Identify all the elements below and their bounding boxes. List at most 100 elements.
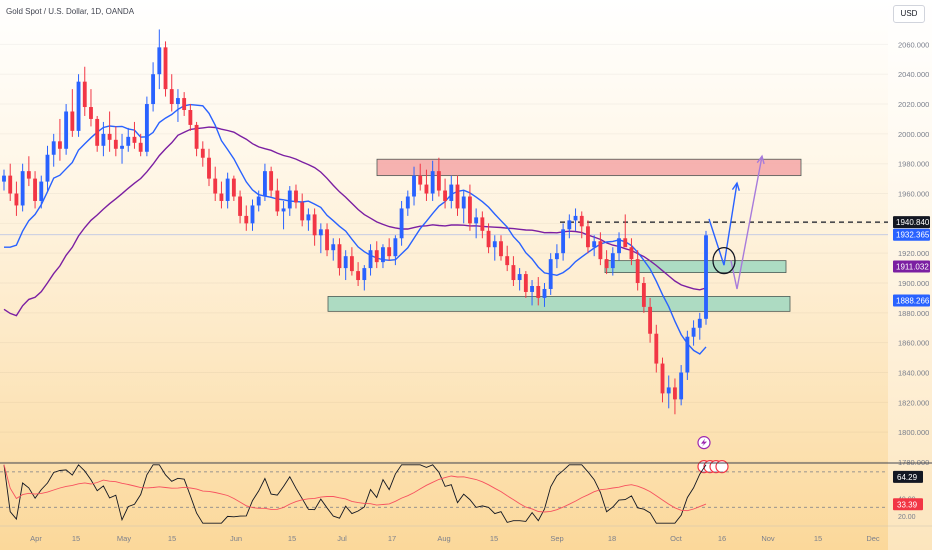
candle (312, 208, 317, 246)
price-axis-panel (888, 0, 932, 550)
candle (579, 211, 584, 239)
candle (225, 172, 230, 209)
candle (138, 133, 143, 157)
candle-body (213, 178, 218, 194)
candle (194, 121, 199, 157)
candle (468, 184, 472, 231)
candle (26, 156, 31, 187)
price-tick-label: 2000.000 (898, 130, 929, 139)
candle-body (635, 259, 640, 284)
candle-body (318, 229, 323, 236)
candle (325, 223, 329, 257)
candle (635, 250, 640, 291)
candle-body (586, 226, 590, 248)
candle-body (8, 175, 13, 194)
rsi-ma-line (3, 464, 707, 513)
candle-body (530, 286, 534, 292)
time-tick-label: 17 (388, 534, 396, 543)
time-tick-label: Jul (337, 534, 347, 543)
candle-body (349, 256, 354, 272)
candle-body (673, 387, 677, 400)
candle (238, 190, 242, 224)
candle (113, 126, 118, 157)
candle (343, 250, 348, 281)
rsi-line (3, 464, 707, 524)
candle-body (691, 327, 696, 337)
candle (294, 184, 298, 209)
candle (623, 214, 628, 248)
candle-body (499, 241, 503, 257)
candle (144, 96, 149, 157)
candle-body (182, 98, 187, 110)
candle-body (468, 196, 472, 224)
candle (461, 190, 466, 224)
candle (430, 160, 435, 201)
price-tick-label: 1840.000 (898, 369, 929, 378)
candle-body (325, 229, 329, 251)
candle (262, 163, 267, 201)
price-tick-label: 1960.000 (898, 190, 929, 199)
candle-body (567, 220, 572, 230)
candle-body (194, 124, 199, 149)
candle (573, 208, 578, 231)
candle-body (287, 190, 292, 209)
currency-button[interactable]: USD (893, 5, 925, 23)
time-tick-label: Apr (30, 534, 42, 543)
candle-body (169, 89, 174, 105)
rsi-badge: 33.39 (893, 498, 923, 511)
candle (660, 357, 665, 403)
price-tick-label: 1860.000 (898, 339, 929, 348)
candle-body (225, 178, 230, 201)
candle-body (244, 215, 249, 224)
candle-body (207, 157, 211, 179)
candle-body (443, 190, 448, 201)
candle-body (188, 110, 193, 125)
candle-body (554, 253, 559, 260)
time-tick-label: 15 (288, 534, 296, 543)
candle-body (405, 196, 410, 209)
candle-body (231, 178, 236, 197)
candle-body (399, 208, 404, 239)
candle (244, 205, 249, 231)
candle (14, 181, 19, 216)
candle-body (548, 259, 553, 289)
candle (70, 89, 75, 137)
candle (64, 104, 69, 155)
candle-body (120, 145, 124, 149)
candle (542, 283, 547, 307)
symbol-title: Gold Spot / U.S. Dollar, 1D, OANDA (6, 7, 135, 16)
candle-body (362, 268, 367, 281)
candle (424, 169, 429, 201)
candle (207, 148, 211, 187)
candle (2, 169, 6, 191)
candle (405, 190, 410, 216)
candle (107, 111, 112, 152)
candle-body (45, 154, 50, 182)
zone-resistance (376, 158, 802, 177)
candle-body (679, 372, 684, 400)
candle-body (281, 208, 286, 212)
candle-body (312, 214, 317, 236)
candle-body (262, 171, 267, 197)
candle (163, 41, 168, 97)
ma-fast-line (4, 103, 707, 355)
candle (629, 238, 634, 266)
candle (511, 256, 516, 286)
candle (505, 245, 510, 272)
candle-body (561, 229, 566, 254)
price-tick-label: 1800.000 (898, 428, 929, 437)
price-badge-label: 1940.840 (896, 218, 930, 227)
candle-body (2, 175, 6, 182)
time-tick-label: Sep (550, 534, 563, 543)
candle (275, 178, 280, 216)
candle-body (132, 136, 137, 143)
candle-body (14, 193, 19, 206)
price-tick-label: 1820.000 (898, 398, 929, 407)
candle-body (523, 274, 528, 292)
candle-body (368, 250, 373, 269)
candle-body (151, 74, 156, 105)
candle (51, 133, 56, 167)
candle (126, 127, 131, 152)
candle-body (101, 133, 106, 146)
